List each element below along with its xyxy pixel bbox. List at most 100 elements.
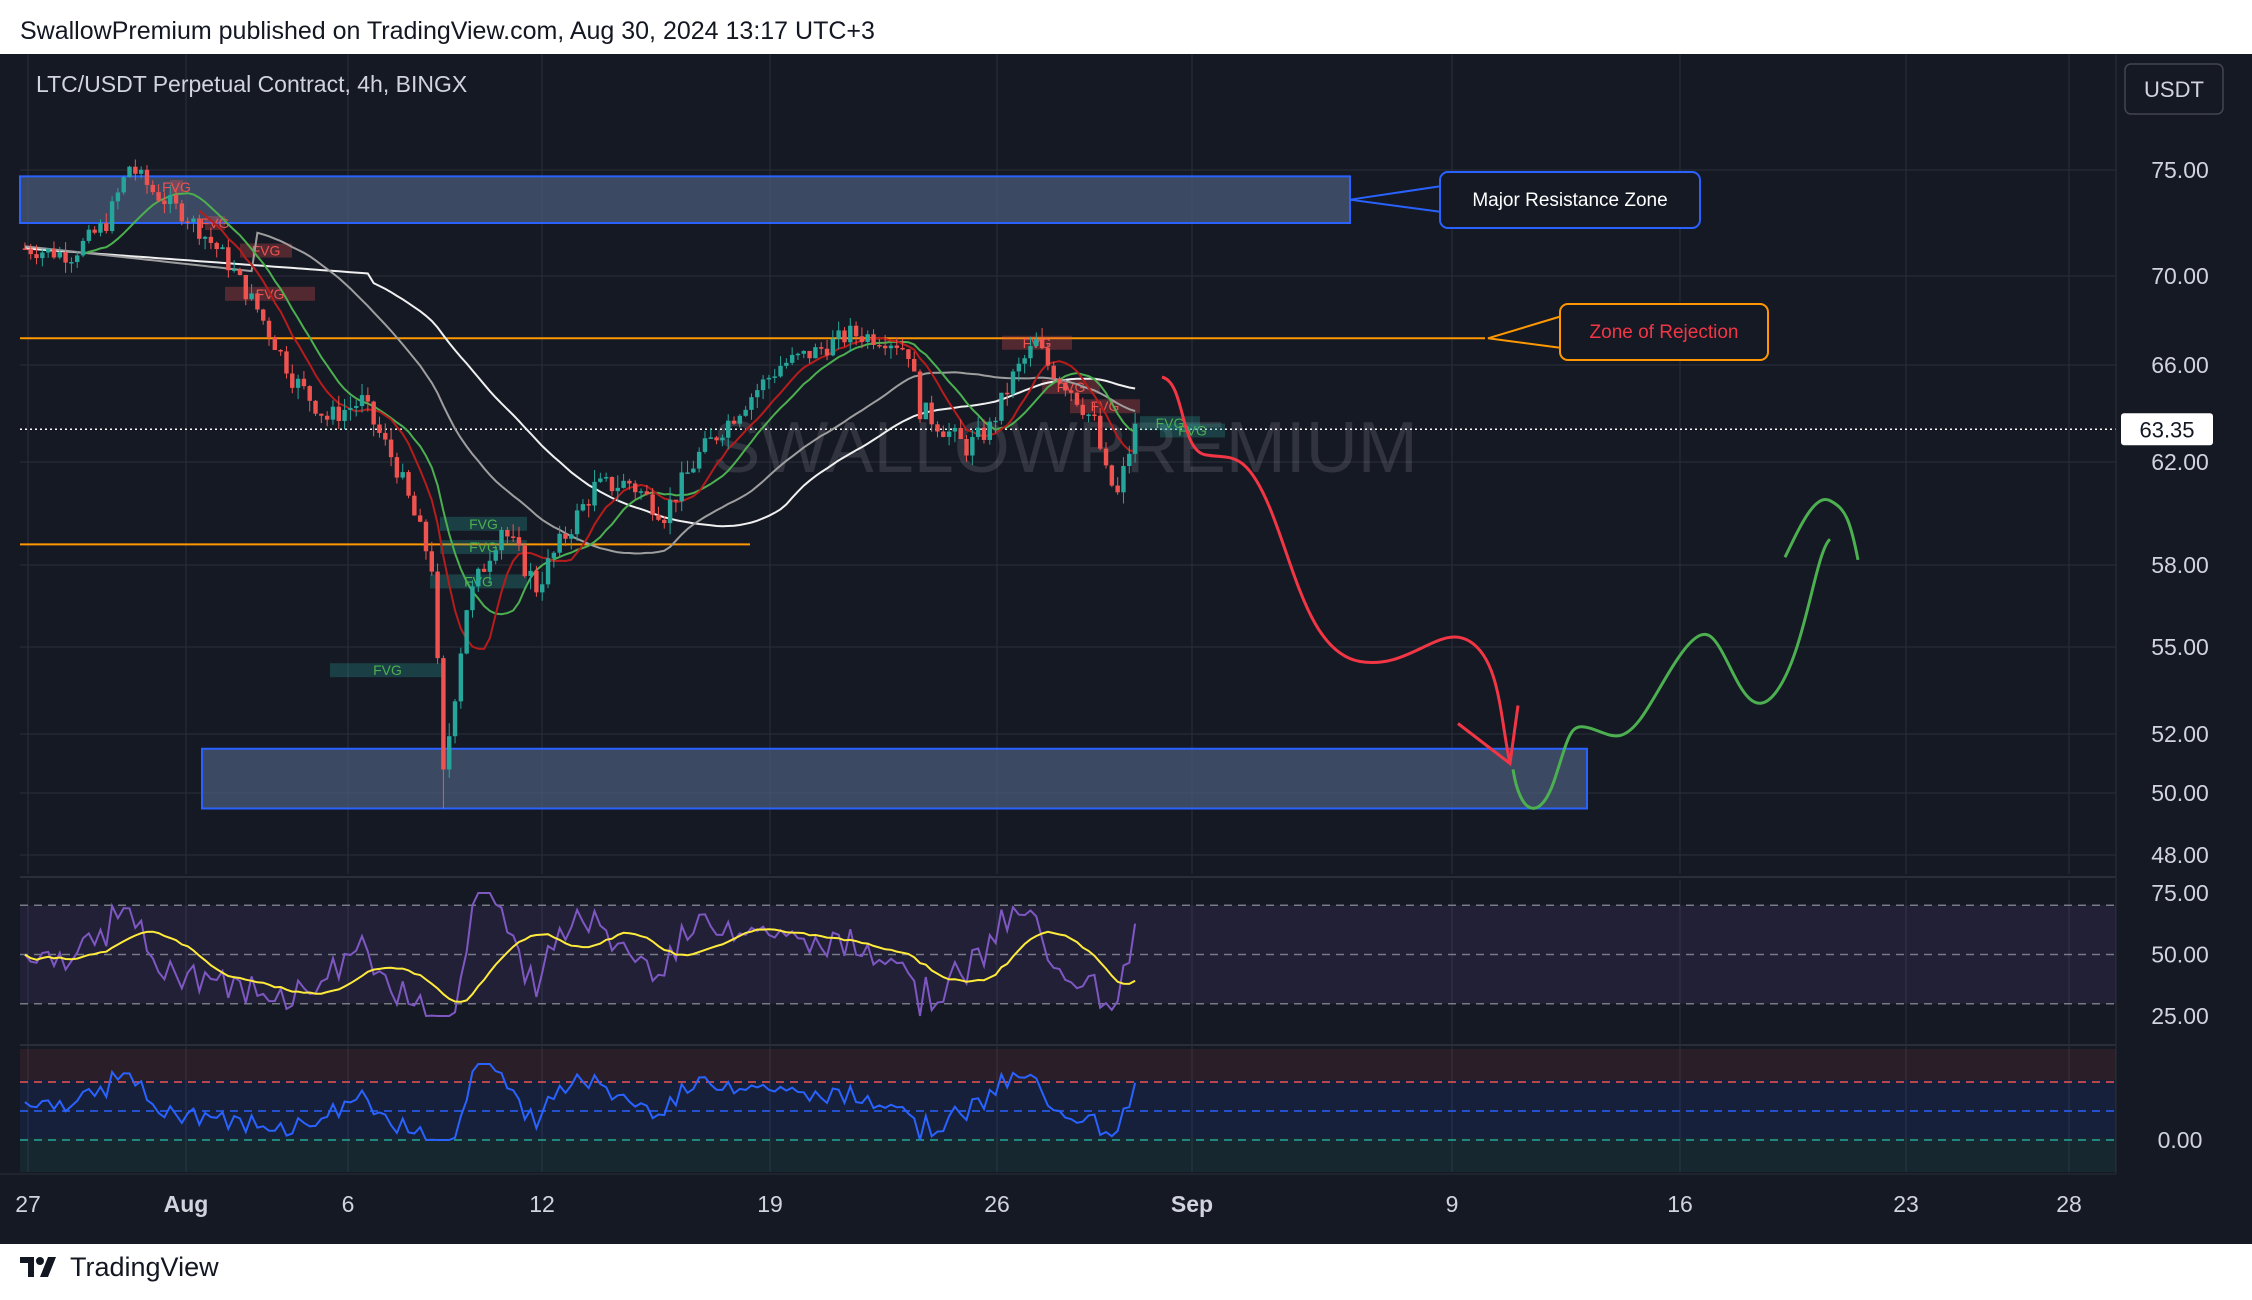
candle-body bbox=[121, 177, 126, 193]
candle-body bbox=[45, 248, 51, 253]
candle-body bbox=[650, 494, 655, 515]
candle-body bbox=[540, 584, 545, 593]
candle-body bbox=[795, 353, 801, 356]
candle-body bbox=[173, 194, 179, 204]
candle-body bbox=[28, 248, 33, 255]
bullish-projection-path[interactable] bbox=[1511, 498, 1860, 810]
candle-body bbox=[406, 472, 411, 496]
candle-body bbox=[40, 252, 45, 259]
support-zone[interactable] bbox=[201, 747, 1588, 810]
candle-body bbox=[109, 201, 115, 232]
candle-body bbox=[848, 325, 853, 343]
candle-body bbox=[295, 378, 301, 388]
candle-body bbox=[22, 248, 28, 250]
candle-body bbox=[458, 653, 464, 702]
candle-body bbox=[912, 358, 917, 372]
candle-body bbox=[80, 240, 86, 256]
candle-body bbox=[749, 397, 754, 410]
candle-body bbox=[691, 468, 696, 473]
fvg-box bbox=[240, 243, 292, 258]
candle-body bbox=[1098, 415, 1103, 449]
time-tick-label: 9 bbox=[1446, 1191, 1459, 1217]
candle-body bbox=[662, 519, 667, 524]
rsi-tick-label: 25.00 bbox=[2151, 1003, 2209, 1029]
candle-body bbox=[999, 392, 1004, 421]
price-chart[interactable]: SWALLOWPREMIUM FVGFVGFVGFVGFVGFVGFVGFVGF… bbox=[0, 54, 2252, 1244]
candle-body bbox=[441, 658, 446, 770]
rsi-ma-line bbox=[24, 928, 1136, 1003]
candle-body bbox=[888, 345, 894, 349]
major-resistance-callout[interactable]: Major Resistance Zone bbox=[1349, 171, 1701, 229]
time-tick-label: 28 bbox=[2056, 1191, 2082, 1217]
candle-body bbox=[673, 499, 679, 502]
candle-body bbox=[383, 432, 388, 440]
candle-body bbox=[871, 334, 876, 345]
candle-body bbox=[621, 480, 626, 488]
time-axis[interactable]: 27 Aug 6 12 19 26 Sep 9 16 23 28 bbox=[15, 1191, 2082, 1217]
candle-body bbox=[354, 406, 359, 408]
candle-body bbox=[342, 409, 347, 421]
zone-of-rejection-callout[interactable]: Zone of Rejection bbox=[1487, 303, 1769, 361]
candle-body bbox=[255, 293, 260, 310]
candle-body bbox=[400, 472, 405, 478]
candle-body bbox=[958, 427, 963, 439]
candle-body bbox=[929, 402, 934, 425]
rsi-panel[interactable]: 75.00 50.00 25.00 bbox=[20, 880, 2209, 1029]
candle-body bbox=[993, 420, 998, 423]
candle-body bbox=[1028, 346, 1033, 359]
chart-frame[interactable]: SWALLOWPREMIUM FVG FVG FVG FVG FVG FVG FVG FVG F… bbox=[0, 54, 2252, 1244]
candle-body bbox=[1057, 378, 1062, 383]
candle-body bbox=[789, 354, 795, 363]
candle-body bbox=[1103, 448, 1109, 466]
candle-body bbox=[493, 550, 498, 561]
price-tick-label: 50.00 bbox=[2151, 780, 2209, 806]
candle-body bbox=[237, 269, 243, 275]
rsi-tick-label: 50.00 bbox=[2151, 942, 2209, 968]
candle-body bbox=[853, 325, 859, 337]
candle-body bbox=[952, 427, 958, 432]
candle-body bbox=[516, 537, 522, 546]
candle-body bbox=[226, 247, 231, 271]
candle-body bbox=[917, 371, 923, 420]
candle-body bbox=[551, 552, 557, 559]
candle-body bbox=[569, 534, 574, 539]
candle-body bbox=[417, 515, 423, 522]
candle-body bbox=[609, 477, 615, 492]
candle-body bbox=[168, 194, 173, 205]
candle-body bbox=[807, 350, 812, 359]
candle-body bbox=[1010, 371, 1016, 394]
oscillator-panel[interactable]: 0.00 bbox=[20, 1049, 2202, 1172]
candle-body bbox=[714, 437, 719, 441]
time-tick-label: 26 bbox=[984, 1191, 1010, 1217]
candle-body bbox=[464, 610, 469, 654]
price-tick-label: 58.00 bbox=[2151, 552, 2209, 578]
candle-body bbox=[313, 400, 318, 414]
price-axis[interactable]: 75.00 70.00 66.00 62.00 58.00 55.00 52.00 50.00… bbox=[2151, 157, 2209, 868]
candle-body bbox=[778, 365, 783, 377]
candle-body bbox=[98, 223, 103, 233]
candle-body bbox=[586, 504, 591, 506]
bearish-projection-path[interactable] bbox=[1161, 375, 1512, 764]
candle-body bbox=[935, 424, 940, 432]
current-price-label: 63.35 bbox=[2139, 417, 2194, 442]
candle-body bbox=[452, 701, 458, 737]
candle-body bbox=[528, 570, 533, 577]
candle-body bbox=[162, 200, 167, 205]
candle-body bbox=[388, 439, 394, 458]
candle-body bbox=[144, 169, 150, 185]
candle-body bbox=[819, 347, 824, 349]
candle-body bbox=[580, 504, 586, 511]
price-tick-label: 75.00 bbox=[2151, 157, 2209, 183]
major-resistance-zone[interactable] bbox=[19, 175, 1351, 224]
footer: TradingView bbox=[20, 1247, 219, 1287]
time-tick-label: Sep bbox=[1171, 1191, 1213, 1217]
ma-100-line bbox=[24, 231, 1136, 555]
currency-button[interactable]: USDT bbox=[2124, 63, 2224, 115]
candle-body bbox=[290, 373, 295, 388]
candle-body bbox=[633, 483, 638, 493]
candle-body bbox=[964, 438, 969, 456]
candle-body bbox=[894, 345, 899, 348]
candle-body bbox=[975, 427, 981, 437]
candle-body bbox=[1022, 358, 1027, 364]
candle-body bbox=[882, 345, 888, 349]
